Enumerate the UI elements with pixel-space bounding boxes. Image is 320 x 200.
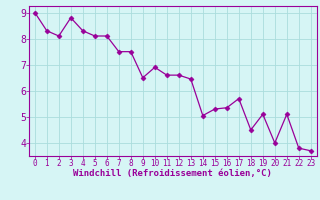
X-axis label: Windchill (Refroidissement éolien,°C): Windchill (Refroidissement éolien,°C) xyxy=(73,169,272,178)
